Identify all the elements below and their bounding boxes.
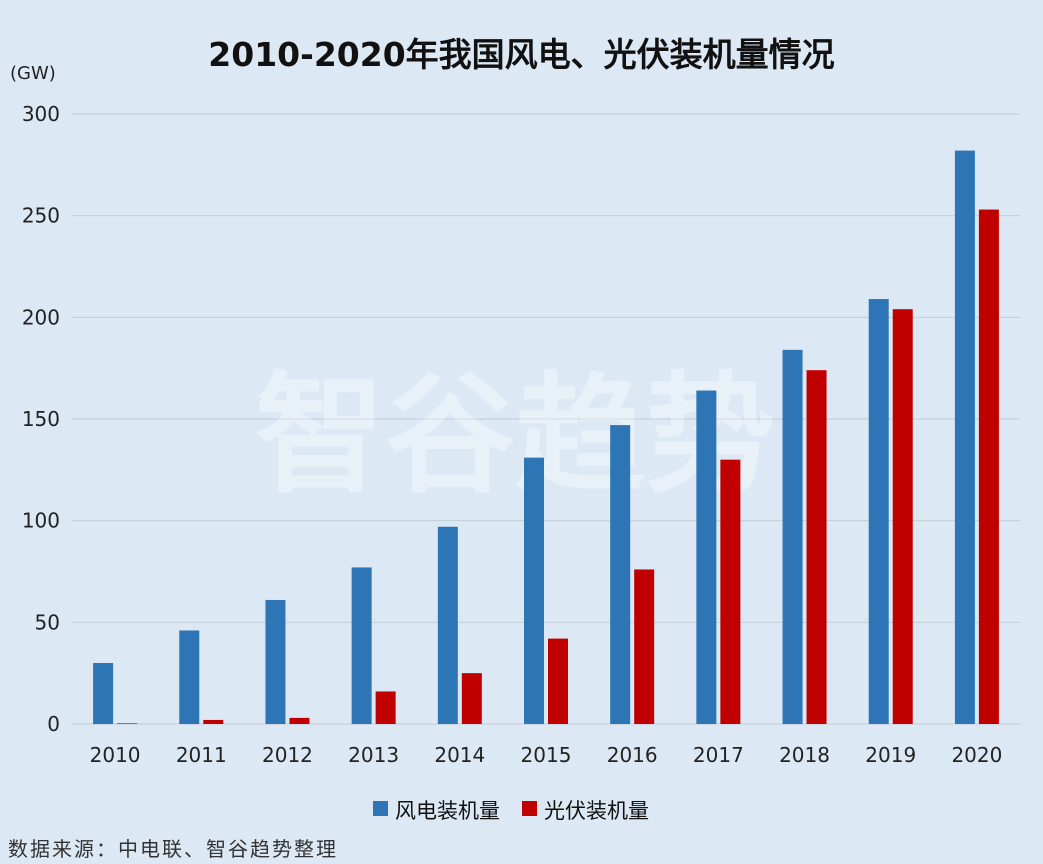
- y-axis-unit-label: (GW): [10, 63, 56, 84]
- bar-solar-2013: [375, 691, 396, 724]
- watermark: 智谷趋势: [255, 359, 775, 511]
- chart-title: 2010-2020年我国风电、光伏装机量情况: [208, 35, 835, 74]
- gridlines: [72, 113, 1020, 725]
- y-tick-label: 150: [22, 407, 60, 431]
- bar-wind-2018: [782, 349, 803, 724]
- bar-wind-2013: [351, 567, 372, 724]
- legend-swatch: [373, 801, 388, 816]
- y-tick-label: 50: [35, 610, 60, 634]
- bar-solar-2015: [548, 638, 568, 724]
- x-tick-label: 2016: [607, 743, 658, 767]
- bar-wind-2020: [954, 150, 975, 725]
- legend-label: 风电装机量: [395, 799, 500, 823]
- y-tick-label: 0: [47, 712, 60, 736]
- bar-wind-2011: [179, 630, 200, 724]
- bar-wind-2014: [437, 526, 458, 724]
- bar-solar-2010: [117, 723, 138, 724]
- legend: 风电装机量 光伏装机量: [373, 799, 649, 823]
- bar-solar-2020: [978, 209, 999, 725]
- x-tick-label: 2011: [176, 743, 227, 767]
- y-axis-ticks: 0 50 100 150 200 250 300: [22, 102, 60, 736]
- x-tick-label: 2020: [951, 743, 1002, 767]
- x-tick-label: 2017: [693, 743, 744, 767]
- bar-solar-2019: [892, 309, 913, 724]
- x-tick-label: 2018: [779, 743, 830, 767]
- legend-swatch: [522, 801, 537, 816]
- x-tick-label: 2019: [865, 743, 916, 767]
- legend-label: 光伏装机量: [544, 799, 649, 823]
- bar-wind-2016: [610, 425, 631, 724]
- bar-wind-2010: [93, 663, 114, 724]
- bar-solar-2014: [461, 673, 482, 724]
- x-tick-label: 2015: [521, 743, 572, 767]
- x-tick-label: 2014: [434, 743, 485, 767]
- bar-solar-2016: [634, 569, 655, 724]
- bar-wind-2019: [868, 299, 889, 724]
- bar-wind-2015: [524, 457, 544, 724]
- bar-solar-2012: [289, 717, 310, 724]
- bars: [93, 150, 999, 725]
- y-tick-label: 100: [22, 509, 60, 533]
- x-tick-label: 2013: [348, 743, 399, 767]
- y-tick-label: 200: [22, 305, 60, 329]
- source-note: 数据来源：中电联、智谷趋势整理: [8, 837, 338, 861]
- bar-solar-2011: [203, 719, 224, 724]
- x-tick-label: 2010: [90, 743, 141, 767]
- y-tick-label: 250: [22, 204, 60, 228]
- watermark-text: 智谷趋势: [255, 359, 775, 511]
- x-tick-label: 2012: [262, 743, 313, 767]
- y-tick-label: 300: [22, 102, 60, 126]
- bar-wind-2017: [696, 390, 717, 724]
- x-axis-ticks: 2010 2011 2012 2013 2014 2015 2016 2017 2018 2019…: [90, 743, 1003, 767]
- bar-solar-2018: [806, 370, 827, 724]
- bar-wind-2012: [265, 599, 286, 724]
- bar-solar-2017: [720, 459, 741, 724]
